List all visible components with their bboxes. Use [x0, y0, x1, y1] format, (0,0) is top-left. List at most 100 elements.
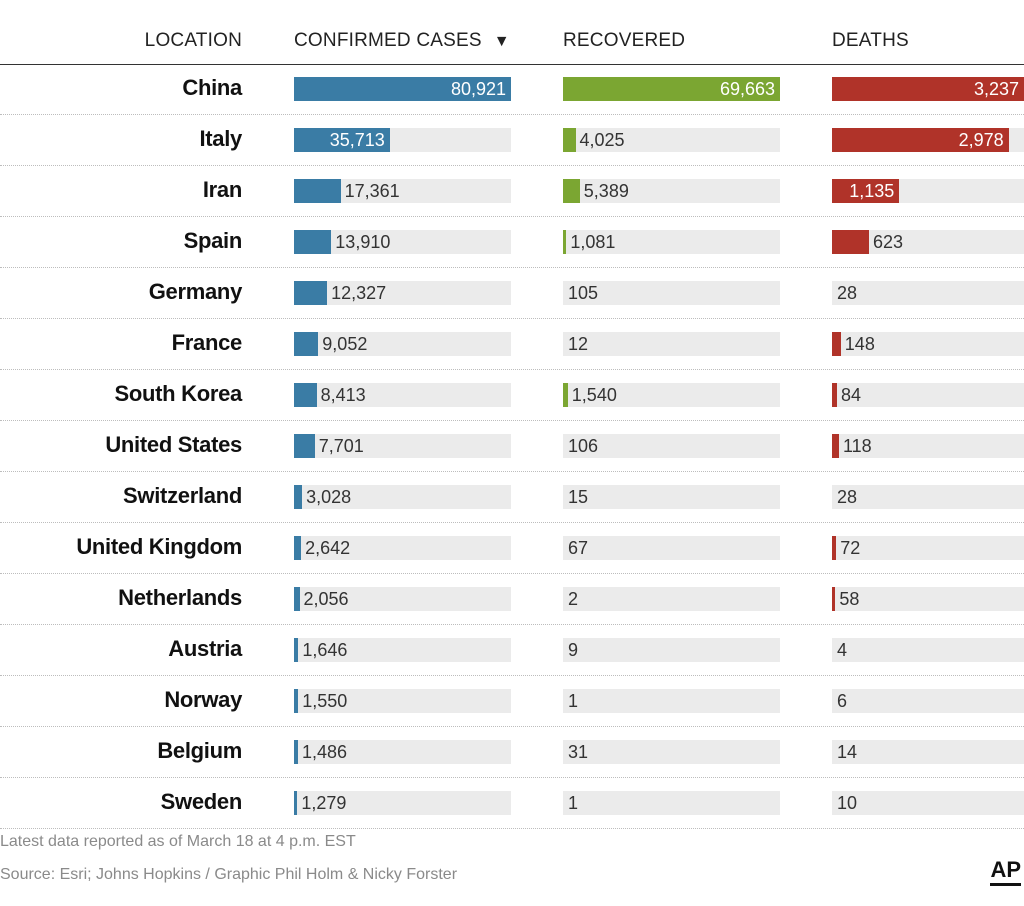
- recovered-cell: 12: [563, 332, 780, 356]
- confirmed-value: 2,642: [305, 538, 351, 558]
- confirmed-bar: [294, 587, 300, 611]
- deaths-value: 72: [840, 538, 861, 558]
- confirmed-bar: [294, 179, 341, 203]
- deaths-cell: 28: [832, 281, 1024, 305]
- confirmed-cell: 12,327: [294, 281, 511, 305]
- deaths-value: 148: [844, 334, 875, 354]
- confirmed-cell: 9,052: [294, 332, 511, 356]
- table-row: United Kingdom 2,642 67 72: [0, 523, 1024, 574]
- confirmed-value: 8,413: [320, 385, 366, 405]
- deaths-cell: 72: [832, 536, 1024, 560]
- confirmed-bar: [294, 332, 319, 356]
- recovered-value: 4,025: [579, 130, 625, 150]
- confirmed-cell: 3,028: [294, 485, 511, 509]
- confirmed-cell: 2,056: [294, 587, 511, 611]
- deaths-cell: 58: [832, 587, 1024, 611]
- location-name: Switzerland: [123, 483, 242, 508]
- confirmed-cell: 13,910: [294, 230, 511, 254]
- recovered-value: 105: [568, 283, 599, 303]
- deaths-cell: 2,978: [832, 128, 1024, 152]
- confirmed-cell: 8,413: [294, 383, 511, 407]
- column-header-confirmed[interactable]: CONFIRMED CASES ▼: [294, 30, 510, 52]
- deaths-bar: [832, 179, 900, 203]
- recovered-value: 1: [568, 691, 579, 711]
- location-name: Germany: [148, 279, 243, 304]
- deaths-bar: [832, 383, 837, 407]
- confirmed-value: 17,361: [344, 181, 400, 201]
- deaths-value: 118: [843, 436, 872, 456]
- deaths-cell: 148: [832, 332, 1024, 356]
- confirmed-value: 1,486: [302, 742, 348, 762]
- confirmed-cell: 2,642: [294, 536, 511, 560]
- location-name: Iran: [202, 177, 242, 202]
- recovered-value: 1,540: [571, 385, 617, 405]
- confirmed-bar: [294, 536, 302, 560]
- location-name: United States: [105, 432, 242, 457]
- confirmed-bar: [294, 128, 390, 152]
- column-header-location[interactable]: LOCATION: [144, 30, 242, 51]
- confirmed-cell: 35,713: [294, 128, 511, 152]
- recovered-bar: [563, 230, 567, 254]
- deaths-value: 28: [837, 487, 858, 507]
- confirmed-bar: [294, 281, 328, 305]
- recovered-bar: [563, 383, 568, 407]
- confirmed-cell: 1,486: [294, 740, 511, 764]
- deaths-value: 10: [837, 793, 858, 813]
- recovered-cell: 2: [563, 587, 780, 611]
- table-row: China 80,921 69,663 3,237: [0, 64, 1024, 115]
- location-name: Spain: [183, 228, 243, 253]
- location-name: Sweden: [160, 789, 243, 814]
- deaths-value: 3,237: [973, 79, 1019, 99]
- deaths-cell: 84: [832, 383, 1024, 407]
- confirmed-value: 12,327: [331, 283, 387, 303]
- confirmed-bar: [294, 485, 303, 509]
- table-row: Spain 13,910 1,081 623: [0, 217, 1024, 268]
- confirmed-bar: [294, 740, 298, 764]
- deaths-value: 14: [837, 742, 858, 762]
- recovered-cell: 4,025: [563, 128, 780, 152]
- recovered-cell: 67: [563, 536, 780, 560]
- recovered-cell: 9: [563, 638, 780, 662]
- table-row: Italy 35,713 4,025 2,978: [0, 115, 1024, 166]
- column-header-recovered[interactable]: RECOVERED: [563, 30, 686, 51]
- confirmed-bar: [294, 230, 332, 254]
- deaths-value: 4: [837, 640, 848, 660]
- confirmed-cell: 17,361: [294, 179, 511, 203]
- confirmed-cell: 1,646: [294, 638, 511, 662]
- recovered-value: 15: [568, 487, 589, 507]
- location-name: Austria: [168, 636, 242, 661]
- deaths-bar: [832, 128, 1009, 152]
- confirmed-value: 1,279: [301, 793, 347, 813]
- table-header: LOCATION CONFIRMED CASES ▼ RECOVERED DEAT…: [0, 0, 1024, 65]
- recovered-value: 2: [568, 589, 579, 609]
- column-header-deaths[interactable]: DEATHS: [832, 30, 909, 51]
- confirmed-bar: [294, 383, 317, 407]
- table-row: Belgium 1,486 31 14: [0, 727, 1024, 778]
- recovered-value: 106: [568, 436, 599, 456]
- recovered-cell: 69,663: [563, 77, 780, 101]
- deaths-bar: [832, 587, 836, 611]
- deaths-bar: [832, 77, 1024, 101]
- recovered-value: 5,389: [583, 181, 629, 201]
- deaths-value: 28: [837, 283, 858, 303]
- confirmed-value: 7,701: [318, 436, 364, 456]
- deaths-cell: 4: [832, 638, 1024, 662]
- confirmed-cell: 80,921: [294, 77, 511, 101]
- deaths-cell: 1,135: [832, 179, 1024, 203]
- recovered-cell: 105: [563, 281, 780, 305]
- recovered-value: 67: [568, 538, 589, 558]
- confirmed-value: 9,052: [322, 334, 368, 354]
- deaths-bar: [832, 332, 841, 356]
- deaths-bar: [832, 536, 837, 560]
- confirmed-value: 2,056: [303, 589, 349, 609]
- deaths-bar: [832, 434, 839, 458]
- sort-descending-icon[interactable]: ▼: [493, 33, 510, 50]
- location-name: United Kingdom: [76, 534, 242, 559]
- deaths-cell: 623: [832, 230, 1024, 254]
- confirmed-value: 13,910: [335, 232, 391, 252]
- deaths-value: 84: [841, 385, 862, 405]
- deaths-cell: 3,237: [832, 77, 1024, 101]
- confirmed-bar: [294, 434, 315, 458]
- confirmed-value: 35,713: [329, 130, 385, 150]
- deaths-cell: 14: [832, 740, 1024, 764]
